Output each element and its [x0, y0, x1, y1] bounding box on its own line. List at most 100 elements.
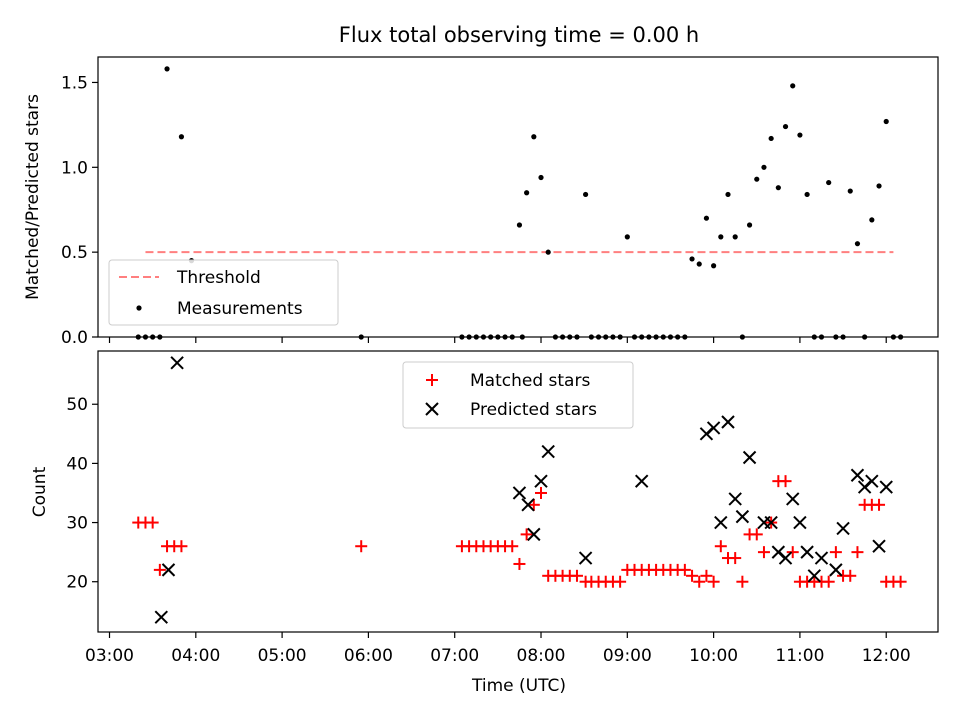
matched-point: [729, 552, 742, 565]
measurement-point: [890, 334, 897, 340]
x-tick-label: 12:00: [862, 646, 911, 666]
measurement-point: [725, 191, 731, 198]
predicted-point: [714, 515, 728, 530]
matched-point: [894, 575, 907, 588]
measurement-point: [746, 222, 753, 228]
measurement-point: [811, 334, 817, 340]
predicted-point: [742, 450, 757, 465]
measurement-point: [603, 334, 609, 340]
ratio-panel: 0.0 0.5 1.0 1.5 Matched/Predicted stars Thr…: [23, 56, 939, 348]
measurement-point: [883, 118, 889, 125]
measurement-point: [164, 66, 170, 72]
measurement-point: [869, 217, 875, 223]
measurement-point: [150, 334, 156, 340]
matched-point: [700, 569, 713, 582]
measurement-point: [509, 334, 515, 340]
matched-point: [513, 557, 526, 570]
measurement-point: [689, 256, 695, 262]
measurement-point: [667, 334, 674, 340]
measurement-point: [782, 123, 789, 130]
y-tick-label: 1.0: [61, 158, 88, 178]
y-tick-label: 40: [66, 454, 88, 474]
matched-point: [153, 563, 166, 576]
measurement-point: [739, 334, 745, 340]
ratio-y-axis-label: Matched/Predicted stars: [23, 94, 43, 300]
ratio-marks: [135, 66, 904, 340]
measurement-point: [775, 185, 781, 191]
x-axis-label: Time (UTC): [471, 676, 566, 696]
measurement-point: [653, 334, 659, 340]
x-tick-label: 10:00: [689, 646, 738, 666]
measurement-point: [833, 334, 839, 340]
matched-legend-label: Matched stars: [470, 371, 590, 391]
predicted-point: [154, 610, 168, 624]
measurement-point: [862, 334, 868, 340]
count-axis-ticks: 20 30 40 50 03:00 04:00 05:00 06:00 07:00 08:00 09…: [66, 395, 910, 666]
measurement-point: [624, 234, 630, 240]
matched-point: [714, 540, 727, 553]
measurement-point: [790, 83, 796, 89]
predicted-point: [706, 421, 721, 435]
ratio-legend-box: [108, 259, 339, 326]
measurement-point: [459, 334, 465, 340]
measurement-point: [847, 188, 853, 194]
measurement-point: [538, 174, 544, 181]
measurement-point: [818, 334, 825, 340]
x-tick-label: 03:00: [85, 646, 134, 666]
predicted-legend-label: Predicted stars: [470, 400, 597, 420]
measurement-point: [797, 132, 803, 138]
matched-point: [750, 528, 763, 541]
measurement-point: [804, 191, 810, 198]
measurement-point: [840, 334, 846, 340]
predicted-point: [721, 415, 735, 429]
predicted-point: [170, 356, 184, 370]
measurement-point: [559, 334, 566, 340]
count-marks: [132, 356, 907, 624]
ratio-legend: Threshold Measurements: [108, 259, 339, 326]
predicted-point: [541, 444, 555, 459]
matched-point: [678, 563, 691, 576]
predicted-point: [829, 563, 843, 577]
y-tick-label: 20: [66, 573, 88, 593]
predicted-point: [786, 492, 800, 506]
predicted-point: [865, 474, 879, 488]
predicted-point: [512, 486, 527, 500]
matched-point: [570, 569, 583, 582]
measurement-point: [519, 334, 525, 340]
matched-point: [873, 498, 886, 511]
measurement-point: [826, 179, 832, 186]
matched-point: [822, 575, 835, 588]
measurement-point: [631, 334, 638, 340]
measurement-point: [473, 334, 479, 340]
predicted-point: [578, 551, 593, 565]
matched-point: [506, 540, 519, 553]
matched-point: [851, 546, 864, 559]
predicted-point: [778, 551, 793, 565]
measurement-point: [610, 334, 616, 340]
x-tick-label: 07:00: [430, 646, 479, 666]
x-tick-label: 11:00: [775, 646, 824, 666]
predicted-point: [814, 551, 829, 565]
measurement-point: [718, 234, 724, 240]
measurement-point: [639, 334, 645, 340]
measurement-point: [157, 334, 163, 340]
measurement-point: [595, 334, 602, 340]
measurement-point: [524, 190, 530, 196]
count-legend-box: [402, 361, 634, 429]
matched-point: [757, 546, 770, 559]
measurement-point: [531, 134, 537, 140]
measurement-point: [495, 334, 501, 340]
matched-point: [829, 546, 842, 559]
predicted-point: [534, 474, 548, 488]
count-legend: Matched stars Predicted stars: [402, 361, 634, 429]
matched-point: [614, 575, 627, 588]
measurement-point: [588, 334, 594, 340]
predicted-point: [836, 521, 850, 536]
matched-point: [786, 546, 799, 559]
y-tick-label: 1.5: [61, 73, 88, 93]
measurement-point: [876, 183, 882, 189]
measurement-point: [696, 261, 702, 267]
matched-point: [693, 575, 706, 588]
matched-point: [527, 498, 540, 511]
measurement-point: [502, 334, 508, 340]
